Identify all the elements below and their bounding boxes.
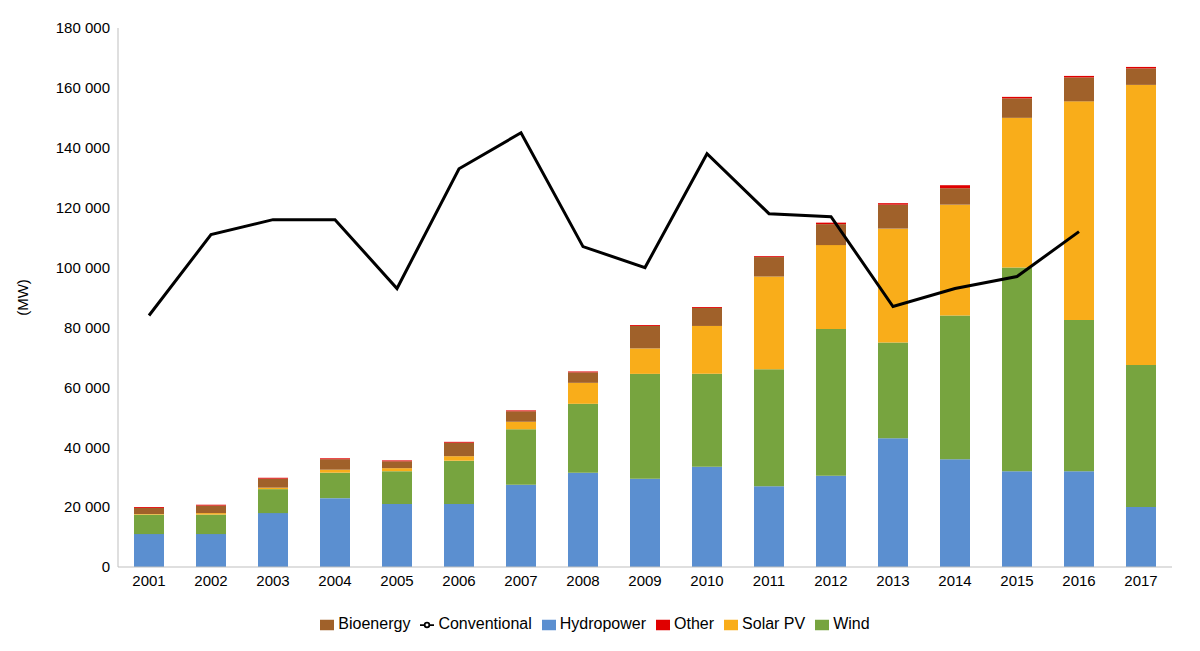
svg-text:2001: 2001 — [132, 572, 165, 589]
svg-text:2011: 2011 — [753, 572, 785, 589]
svg-text:2007: 2007 — [504, 572, 537, 589]
svg-text:0: 0 — [102, 558, 110, 575]
svg-text:2006: 2006 — [442, 572, 475, 589]
svg-text:20 000: 20 000 — [64, 498, 110, 515]
html-text:Bioenergy: Bioenergy — [338, 615, 411, 632]
svg-text:60 000: 60 000 — [64, 379, 110, 396]
svg-text:2010: 2010 — [690, 572, 723, 589]
svg-text:2004: 2004 — [318, 572, 351, 589]
html-text:Other: Other — [674, 615, 715, 632]
html-text:Solar PV: Solar PV — [742, 615, 806, 632]
svg-text:2008: 2008 — [566, 572, 599, 589]
svg-text:2012: 2012 — [814, 572, 847, 589]
html-text:Wind: Wind — [833, 615, 870, 632]
svg-text:2005: 2005 — [380, 572, 413, 589]
svg-text:120 000: 120 000 — [56, 199, 110, 216]
svg-text:2013: 2013 — [876, 572, 909, 589]
html-text:Conventional: Conventional — [438, 615, 532, 632]
svg-text:140 000: 140 000 — [56, 139, 110, 156]
svg-text:2014: 2014 — [938, 572, 971, 589]
svg-text:2009: 2009 — [628, 572, 661, 589]
svg-text:180 000: 180 000 — [56, 19, 110, 36]
svg-text:2003: 2003 — [256, 572, 289, 589]
svg-text:40 000: 40 000 — [64, 439, 110, 456]
svg-text:80 000: 80 000 — [64, 319, 110, 336]
svg-text:160 000: 160 000 — [56, 79, 110, 96]
svg-text:100 000: 100 000 — [56, 259, 110, 276]
svg-text:(MW): (MW) — [14, 279, 31, 316]
svg-text:2017: 2017 — [1124, 572, 1157, 589]
svg-text:2016: 2016 — [1062, 572, 1095, 589]
svg-text:2002: 2002 — [194, 572, 227, 589]
html-text:Hydropower: Hydropower — [559, 615, 646, 632]
svg-text:2015: 2015 — [1000, 572, 1033, 589]
